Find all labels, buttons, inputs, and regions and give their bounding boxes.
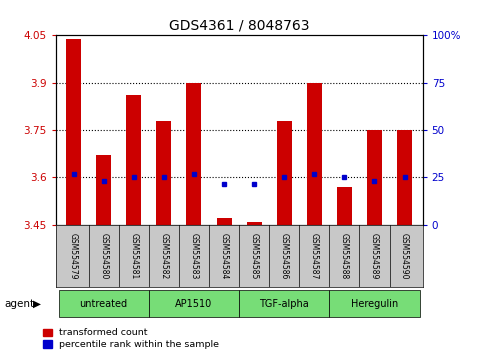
Text: GSM554583: GSM554583 <box>189 233 199 279</box>
Text: GSM554586: GSM554586 <box>280 233 289 279</box>
Text: GSM554590: GSM554590 <box>400 233 409 279</box>
Bar <box>367 130 382 225</box>
Text: Heregulin: Heregulin <box>351 298 398 309</box>
Bar <box>337 187 352 225</box>
Text: agent: agent <box>5 298 35 309</box>
Text: GSM554580: GSM554580 <box>99 233 108 279</box>
Text: untreated: untreated <box>80 298 128 309</box>
Text: GSM554588: GSM554588 <box>340 233 349 279</box>
Text: GSM554584: GSM554584 <box>220 233 228 279</box>
Bar <box>156 121 171 225</box>
Bar <box>66 39 81 225</box>
Bar <box>126 95 142 225</box>
Bar <box>239 290 329 317</box>
Bar <box>58 290 149 317</box>
Bar <box>277 121 292 225</box>
Text: GSM554581: GSM554581 <box>129 233 138 279</box>
Text: GSM554582: GSM554582 <box>159 233 169 279</box>
Text: AP1510: AP1510 <box>175 298 213 309</box>
Text: GSM554579: GSM554579 <box>69 233 78 279</box>
Bar <box>96 155 111 225</box>
Bar <box>307 83 322 225</box>
Text: GSM554589: GSM554589 <box>370 233 379 279</box>
Bar <box>397 130 412 225</box>
Text: ▶: ▶ <box>33 298 41 309</box>
Bar <box>216 218 231 225</box>
Bar <box>186 83 201 225</box>
Text: TGF-alpha: TGF-alpha <box>259 298 309 309</box>
Text: GSM554585: GSM554585 <box>250 233 258 279</box>
Bar <box>247 222 262 225</box>
Bar <box>149 290 239 317</box>
Legend: transformed count, percentile rank within the sample: transformed count, percentile rank withi… <box>43 329 219 349</box>
Title: GDS4361 / 8048763: GDS4361 / 8048763 <box>169 19 309 33</box>
Text: GSM554587: GSM554587 <box>310 233 319 279</box>
Bar <box>329 290 420 317</box>
